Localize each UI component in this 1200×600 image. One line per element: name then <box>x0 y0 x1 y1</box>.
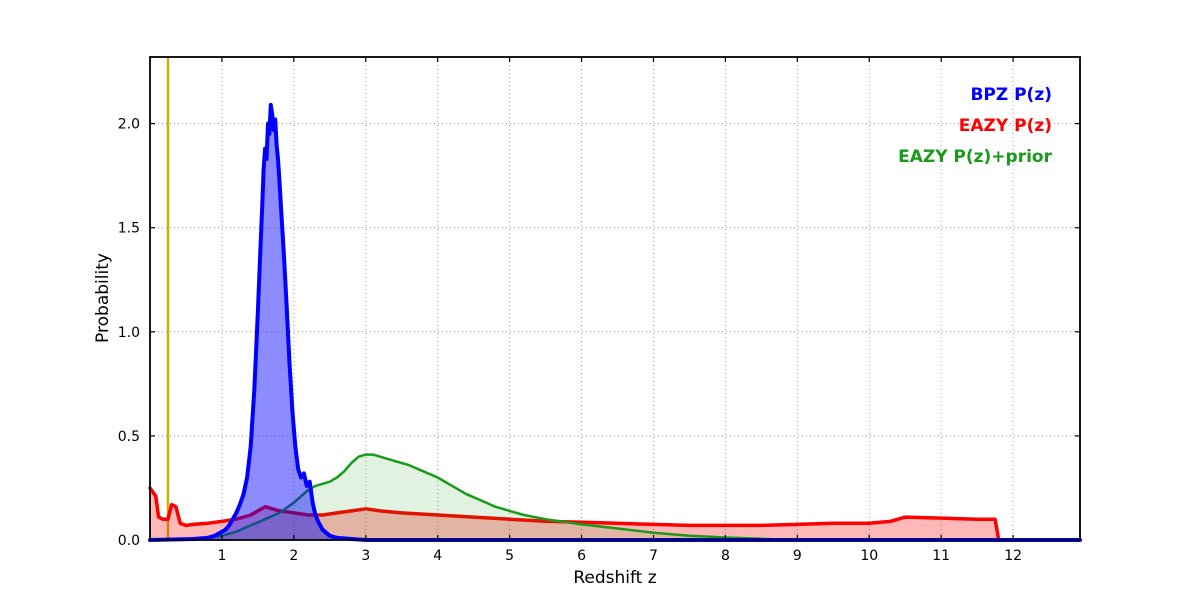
legend-item: EAZY P(z)+prior <box>898 147 1052 167</box>
svg-text:6: 6 <box>577 548 586 564</box>
svg-text:8: 8 <box>721 548 730 564</box>
svg-text:2.0: 2.0 <box>118 117 140 133</box>
svg-text:0.5: 0.5 <box>118 429 140 445</box>
svg-text:11: 11 <box>932 548 950 564</box>
svg-text:1: 1 <box>217 548 226 564</box>
svg-text:0.0: 0.0 <box>118 533 140 549</box>
svg-text:10: 10 <box>860 548 878 564</box>
legend-item: BPZ P(z) <box>970 85 1052 105</box>
y-axis-label: Probability <box>93 253 113 343</box>
svg-text:5: 5 <box>505 548 514 564</box>
svg-text:3: 3 <box>361 548 370 564</box>
svg-text:7: 7 <box>649 548 658 564</box>
legend: BPZ P(z) EAZY P(z) EAZY P(z)+prior <box>898 80 1052 173</box>
legend-item: EAZY P(z) <box>958 116 1052 136</box>
svg-text:2: 2 <box>289 548 298 564</box>
svg-text:1.5: 1.5 <box>118 221 140 237</box>
svg-text:1.0: 1.0 <box>118 325 140 341</box>
svg-text:12: 12 <box>1004 548 1022 564</box>
x-axis-label: Redshift z <box>573 568 657 588</box>
svg-text:9: 9 <box>793 548 802 564</box>
svg-text:4: 4 <box>433 548 442 564</box>
